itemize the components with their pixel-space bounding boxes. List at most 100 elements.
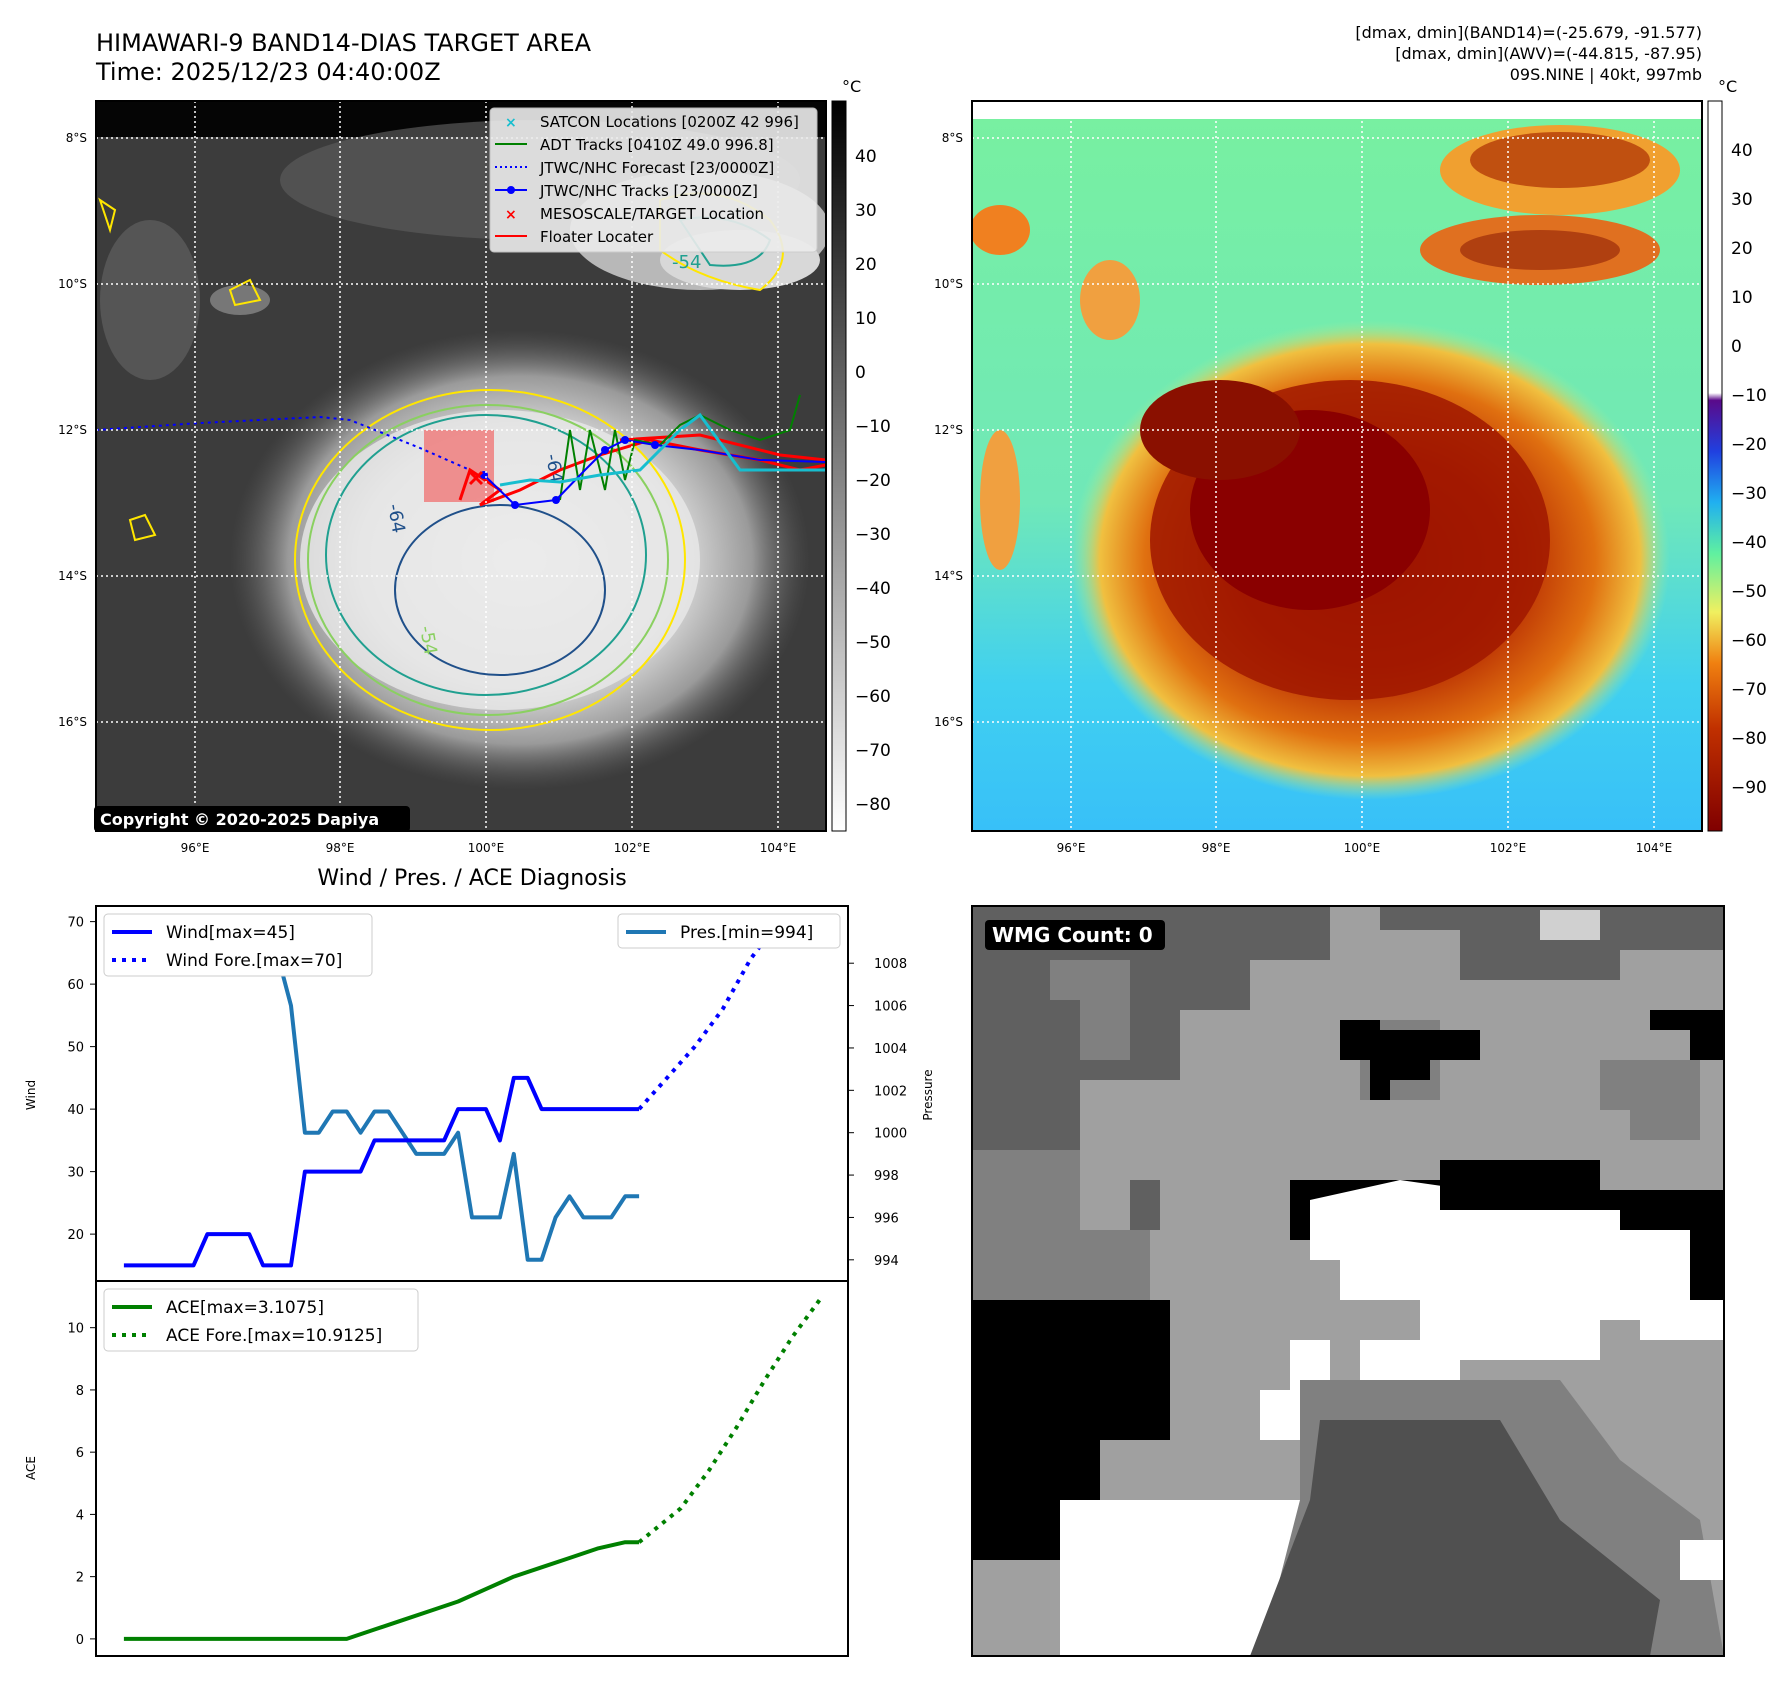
jtwc-forecast-track <box>96 415 471 471</box>
wind-ticks: 20 30 40 50 60 70 <box>67 916 96 1243</box>
cbar-tick: −30 <box>1731 484 1767 504</box>
cbar-tick: 40 <box>855 147 877 167</box>
cbar-tick: 0 <box>1731 337 1742 357</box>
lon-label: 100°E <box>468 841 505 855</box>
pressure-tick-label: 1008 <box>874 957 907 972</box>
cbar-tick: −50 <box>855 633 891 653</box>
lon-label: 102°E <box>614 841 651 855</box>
cbar-tick: −10 <box>855 417 891 437</box>
ace-tick-label: 0 <box>76 1633 84 1648</box>
cbar-tick: −90 <box>1731 778 1767 798</box>
lat-label: 14°S <box>58 569 87 583</box>
pressure-tick-label: 1004 <box>874 1042 907 1057</box>
ace-ticks: 0 2 4 6 8 10 <box>67 1322 96 1648</box>
pressure-tick-label: 994 <box>874 1254 899 1269</box>
cbar-tick: 20 <box>855 255 877 275</box>
color-map-panel: 8°S 10°S 12°S 14°S 16°S 96°E 98°E 100°E … <box>934 77 1767 855</box>
lat-label: 10°S <box>58 277 87 291</box>
figure-title: HIMAWARI-9 BAND14-DIAS TARGET AREA <box>96 29 592 57</box>
lon-label: 104°E <box>760 841 797 855</box>
series-ace-fore-line <box>637 1298 822 1544</box>
ace-tick-label: 6 <box>76 1446 84 1461</box>
lat-label: 16°S <box>58 715 87 729</box>
color-map-frame <box>971 100 1703 832</box>
wind-tick-label: 60 <box>67 978 84 993</box>
cbar-tick: 10 <box>855 309 877 329</box>
wind-tick-label: 50 <box>67 1041 84 1056</box>
cbar-tick: −70 <box>1731 680 1767 700</box>
legend-satcon: SATCON Locations [0200Z 42 996] <box>540 113 799 131</box>
cbar-tick: −40 <box>1731 533 1767 553</box>
legend-forecast: JTWC/NHC Forecast [23/0000Z] <box>539 159 774 177</box>
lat-label: 12°S <box>58 423 87 437</box>
wmg-panel: WMG Count: 0 <box>971 905 1725 1657</box>
legend-adt: ADT Tracks [0410Z 49.0 996.8] <box>540 136 774 154</box>
legend-mesoscale: MESOSCALE/TARGET Location <box>540 205 764 223</box>
ace-tick-label: 10 <box>67 1322 84 1337</box>
cbar-tick: 0 <box>855 363 866 383</box>
ir-lat-labels: 8°S 10°S 12°S 14°S 16°S <box>58 131 87 729</box>
ir-lon-labels: 96°E 98°E 100°E 102°E 104°E <box>181 841 797 855</box>
contour-label: -54 <box>415 624 441 657</box>
lon-label: 104°E <box>1636 841 1673 855</box>
cbar-tick: −20 <box>1731 435 1767 455</box>
legend-ace-fore: ACE Fore.[max=10.9125] <box>166 1326 382 1346</box>
pressure-axis-label: Pressure <box>921 1069 935 1120</box>
wind-tick-label: 70 <box>67 916 84 931</box>
copyright-badge <box>94 806 410 832</box>
cbar-tick: 30 <box>1731 190 1753 210</box>
cbar-tick: −80 <box>1731 729 1767 749</box>
wmg-badge <box>985 920 1165 950</box>
pressure-ticks: 994 996 998 1000 1002 1004 1006 1008 <box>848 957 907 1269</box>
lat-label: 8°S <box>66 131 87 145</box>
ace-chart: ACE 0 2 4 6 8 10 ACE[max=3.1075] ACE Fore.[ma… <box>24 1280 849 1657</box>
stats-awv: [dmax, dmin](AWV)=(-44.815, -87.95) <box>1395 44 1702 63</box>
contour-label: -54 <box>672 252 701 273</box>
legend-wind: Wind[max=45] <box>166 923 295 943</box>
lat-label: 16°S <box>934 715 963 729</box>
series-ace-line <box>123 1540 640 1641</box>
ir-map-panel: -54 -64 -54 -64 <box>58 77 891 855</box>
ace-tick-label: 4 <box>76 1508 84 1523</box>
satcon-locations <box>499 412 826 487</box>
wind-pres-chart: Wind Pressure 20 30 40 50 60 70 994 996 998 1000… <box>24 905 935 1282</box>
wind-legend: Wind[max=45] Wind Fore.[max=70] <box>103 913 373 977</box>
lon-label: 100°E <box>1344 841 1381 855</box>
cbar-tick: −80 <box>855 795 891 815</box>
lon-label: 96°E <box>1057 841 1086 855</box>
cbar-tick: −20 <box>855 471 891 491</box>
wmg-frame <box>971 905 1725 1657</box>
ace-series <box>123 1298 822 1641</box>
wind-tick-label: 20 <box>67 1228 84 1243</box>
cbar-tick: −10 <box>1731 386 1767 406</box>
figure-time: Time: 2025/12/23 04:40:00Z <box>95 58 441 86</box>
lat-label: 8°S <box>942 131 963 145</box>
ir-colorbar-unit: °C <box>842 77 861 96</box>
ir-map-frame <box>95 100 827 832</box>
adt-track <box>559 394 801 501</box>
wind-tick-label: 30 <box>67 1166 84 1181</box>
wmg-count: WMG Count: 0 <box>992 923 1153 947</box>
pressure-tick-label: 998 <box>874 1169 899 1184</box>
mesoscale-target-marker <box>468 470 484 486</box>
stats-band14: [dmax, dmin](BAND14)=(-25.679, -91.577) <box>1355 23 1702 42</box>
legend-tracks: JTWC/NHC Tracks [23/0000Z] <box>539 182 758 200</box>
lon-label: 98°E <box>326 841 355 855</box>
pressure-tick-label: 1006 <box>874 1000 907 1015</box>
color-colorbar-ticks: 40 30 20 10 0 −10 −20 −30 −40 −50 −60 −7… <box>1731 141 1767 798</box>
color-colorbar-unit: °C <box>1718 77 1737 96</box>
legend-floater: Floater Locater <box>540 228 654 246</box>
wind-tick-label: 40 <box>67 1103 84 1118</box>
cbar-tick: −30 <box>855 525 891 545</box>
legend-wind-fore: Wind Fore.[max=70] <box>166 951 342 971</box>
lat-label: 14°S <box>934 569 963 583</box>
color-lon-labels: 96°E 98°E 100°E 102°E 104°E <box>1057 841 1673 855</box>
wind-axis-label: Wind <box>24 1080 38 1110</box>
lat-label: 12°S <box>934 423 963 437</box>
color-colorbar <box>1707 100 1723 832</box>
stats-storm: 09S.NINE | 40kt, 997mb <box>1510 65 1702 84</box>
diagnosis-title: Wind / Pres. / ACE Diagnosis <box>317 866 626 891</box>
contour-label: -64 <box>383 502 409 535</box>
pressure-tick-label: 1002 <box>874 1084 907 1099</box>
